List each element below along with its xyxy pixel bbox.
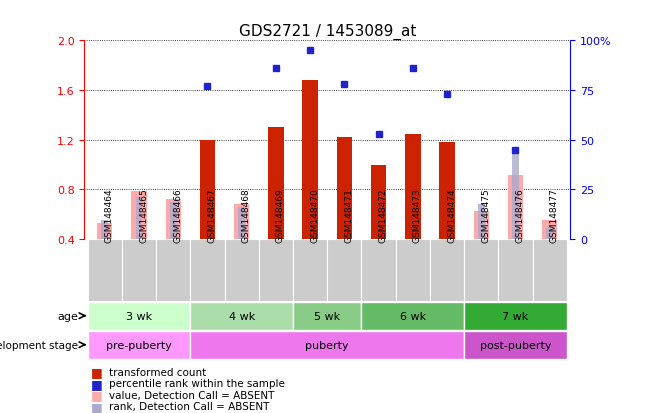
Bar (191, 331, 464, 359)
Bar (97, 223, 113, 240)
Text: development stage: development stage (0, 340, 78, 350)
Bar (87, 302, 191, 330)
Bar (101, 221, 108, 240)
Text: age: age (57, 311, 78, 321)
Text: rank, Detection Call = ABSENT: rank, Detection Call = ABSENT (109, 401, 269, 411)
Bar (293, 240, 327, 301)
Text: GSM148477: GSM148477 (550, 188, 559, 243)
Bar (474, 211, 489, 240)
Bar (478, 205, 485, 240)
Bar (327, 240, 362, 301)
Bar (508, 175, 523, 240)
Text: GSM148466: GSM148466 (173, 188, 182, 243)
Bar (464, 331, 567, 359)
Bar (303, 81, 318, 240)
Bar (464, 240, 498, 301)
Bar (87, 240, 122, 301)
Text: GSM148471: GSM148471 (344, 188, 353, 243)
Text: ■: ■ (91, 377, 102, 390)
Text: transformed count: transformed count (109, 367, 206, 377)
Bar (259, 240, 293, 301)
Bar (337, 138, 352, 240)
Text: value, Detection Call = ABSENT: value, Detection Call = ABSENT (109, 390, 274, 400)
Bar (165, 200, 181, 240)
Bar (156, 240, 191, 301)
Bar (200, 140, 215, 240)
Text: GSM148467: GSM148467 (207, 188, 216, 243)
Bar (225, 240, 259, 301)
Bar (533, 240, 567, 301)
Text: GSM148469: GSM148469 (276, 188, 285, 243)
Text: ■: ■ (91, 365, 102, 378)
Text: 6 wk: 6 wk (400, 311, 426, 321)
Text: GSM148475: GSM148475 (481, 188, 491, 243)
Text: GSM148474: GSM148474 (447, 188, 456, 243)
Bar (371, 165, 386, 240)
Bar (191, 240, 225, 301)
Bar (396, 240, 430, 301)
Text: ■: ■ (91, 400, 102, 413)
Bar (430, 240, 464, 301)
Bar (268, 128, 284, 240)
Bar (464, 302, 567, 330)
Text: GSM148476: GSM148476 (515, 188, 524, 243)
Text: percentile rank within the sample: percentile rank within the sample (109, 378, 284, 388)
Text: 4 wk: 4 wk (229, 311, 255, 321)
Text: GSM148472: GSM148472 (378, 188, 388, 243)
Bar (498, 240, 533, 301)
Bar (170, 202, 177, 240)
Text: GSM148470: GSM148470 (310, 188, 319, 243)
Bar (546, 227, 553, 240)
Bar (293, 302, 362, 330)
Bar (542, 221, 557, 240)
Bar (405, 134, 421, 240)
Text: GSM148465: GSM148465 (139, 188, 148, 243)
Text: 7 wk: 7 wk (502, 311, 529, 321)
Text: ■: ■ (91, 388, 102, 401)
Text: GSM148464: GSM148464 (105, 188, 114, 243)
Bar (512, 150, 519, 240)
Text: GSM148473: GSM148473 (413, 188, 422, 243)
Bar (135, 197, 143, 240)
Text: puberty: puberty (305, 340, 349, 350)
Text: post-puberty: post-puberty (480, 340, 551, 350)
Text: 5 wk: 5 wk (314, 311, 340, 321)
Bar (132, 191, 146, 240)
Title: GDS2721 / 1453089_at: GDS2721 / 1453089_at (238, 24, 416, 40)
Bar (122, 240, 156, 301)
Bar (238, 207, 245, 240)
Text: pre-puberty: pre-puberty (106, 340, 172, 350)
Bar (362, 302, 464, 330)
Bar (362, 240, 396, 301)
Text: GSM148468: GSM148468 (242, 188, 251, 243)
Text: 3 wk: 3 wk (126, 311, 152, 321)
Bar (439, 143, 455, 240)
Bar (87, 331, 191, 359)
Bar (234, 205, 249, 240)
Bar (191, 302, 293, 330)
